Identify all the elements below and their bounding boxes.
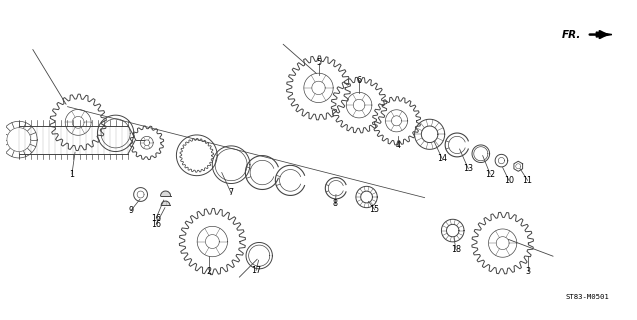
Text: 17: 17: [251, 266, 261, 275]
Text: 14: 14: [437, 154, 447, 163]
Text: ST83-M0501: ST83-M0501: [565, 293, 609, 300]
Text: 18: 18: [451, 245, 461, 254]
Text: 3: 3: [525, 267, 530, 276]
Text: 7: 7: [229, 188, 234, 197]
Text: 11: 11: [522, 176, 533, 185]
Text: 9: 9: [129, 206, 134, 215]
Text: 4: 4: [396, 141, 401, 150]
Text: 16: 16: [151, 213, 161, 222]
Text: 2: 2: [206, 267, 212, 276]
Text: 16: 16: [151, 220, 161, 229]
Text: 5: 5: [316, 58, 321, 67]
Text: 12: 12: [485, 170, 495, 179]
Text: 15: 15: [369, 205, 380, 214]
Text: 13: 13: [463, 164, 473, 173]
Polygon shape: [596, 32, 612, 37]
Text: 1: 1: [69, 170, 75, 179]
Text: 8: 8: [333, 199, 338, 208]
Text: 10: 10: [504, 176, 514, 185]
Text: FR.: FR.: [561, 29, 581, 40]
Text: 6: 6: [357, 76, 362, 84]
